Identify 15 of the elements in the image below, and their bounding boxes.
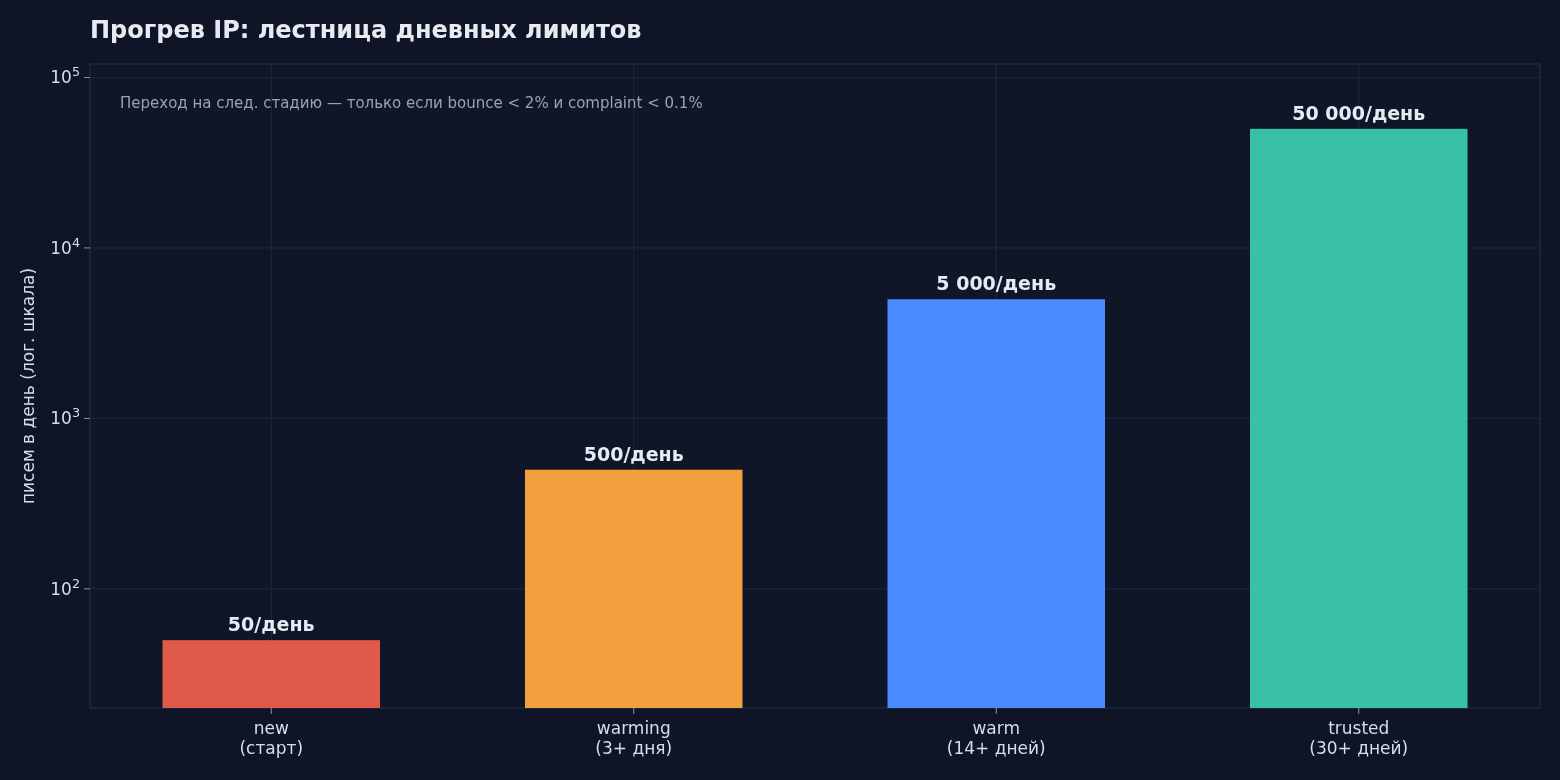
chart-title: Прогрев IP: лестница дневных лимитов [90, 16, 642, 44]
x-tick-label: warm (14+ дней) [946, 718, 1046, 758]
y-tick-label: 10$^{4}$ [50, 234, 80, 258]
data-label: 50/день [227, 613, 315, 636]
y-axis-title: писем в день (лог. шкала) [18, 267, 38, 505]
y-tick-label: 10$^{2}$ [50, 575, 80, 599]
y-tick-label: 10$^{5}$ [50, 63, 80, 88]
x-tick-label: warming (3+ дня) [595, 718, 673, 758]
data-label: 5 000/день [936, 272, 1057, 295]
y-tick-label: 10$^{3}$ [50, 404, 80, 429]
annotation: Переход на след. стадию — только если bounce < 2% и complaint < 0.1% [120, 94, 703, 112]
x-tick-label: new (старт) [239, 718, 304, 758]
x-tick-label: trusted (30+ дней) [1309, 718, 1409, 758]
data-label: 500/день [583, 442, 684, 465]
data-label: 50 000/день [1292, 101, 1426, 124]
